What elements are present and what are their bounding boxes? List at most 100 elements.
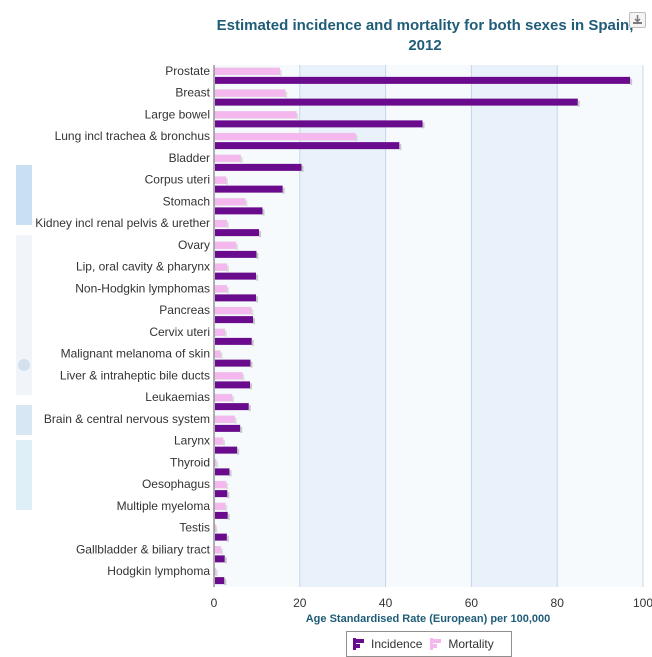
legend-label-incidence: Incidence <box>371 637 423 651</box>
bar-incidence[interactable] <box>215 403 249 411</box>
bar-incidence[interactable] <box>215 511 228 519</box>
bar-incidence[interactable] <box>215 229 260 237</box>
bar-mortality-shadow <box>226 287 229 294</box>
bar-incidence-shadow <box>301 165 304 172</box>
bar-mortality[interactable] <box>214 285 228 293</box>
bar-incidence-shadow <box>229 470 232 477</box>
category-label: Lung incl trachea & bronchus <box>55 129 210 143</box>
legend-item-mortality[interactable]: Mortality <box>430 637 494 651</box>
bar-incidence[interactable] <box>215 490 228 498</box>
bar-mortality-shadow <box>226 265 229 272</box>
bar-incidence[interactable] <box>215 533 227 541</box>
bar-mortality[interactable] <box>214 89 286 97</box>
bar-mortality-shadow <box>234 417 237 424</box>
category-label: Non-Hodgkin lymphomas <box>75 281 210 295</box>
bar-incidence-shadow <box>256 296 259 303</box>
bar-mortality[interactable] <box>214 132 356 141</box>
bar-incidence-shadow <box>227 492 230 499</box>
download-icon <box>633 15 642 24</box>
bar-mortality[interactable] <box>214 459 217 467</box>
bar-incidence[interactable] <box>215 316 254 324</box>
bar-incidence[interactable] <box>215 424 241 432</box>
plot-background <box>214 65 643 587</box>
bar-incidence-shadow <box>250 383 253 390</box>
category-label: Multiple myeloma <box>117 499 211 513</box>
incidence-swatch <box>353 638 367 650</box>
chart-title: Estimated incidence and mortality for bo… <box>216 17 634 54</box>
bar-mortality-shadow <box>225 504 228 511</box>
bar-mortality-shadow <box>226 222 229 229</box>
bar-incidence[interactable] <box>215 185 283 193</box>
category-label: Kidney incl renal pelvis & urether <box>35 216 210 230</box>
bar-incidence-shadow <box>240 426 243 433</box>
bar-incidence[interactable] <box>215 120 423 128</box>
bar-incidence[interactable] <box>215 142 400 150</box>
x-tick-label: 0 <box>211 596 218 610</box>
bar-mortality[interactable] <box>214 219 228 228</box>
bar-mortality[interactable] <box>214 328 225 337</box>
bar-mortality[interactable] <box>214 415 235 424</box>
bar-incidence[interactable] <box>215 555 225 563</box>
watermark-logo <box>16 165 32 510</box>
legend-item-incidence[interactable]: Incidence <box>353 637 422 651</box>
bar-incidence-shadow <box>248 405 251 412</box>
bar-incidence[interactable] <box>215 207 263 215</box>
x-tick-label: 80 <box>551 596 565 610</box>
category-label: Malignant melanoma of skin <box>61 347 210 361</box>
bar-incidence[interactable] <box>215 250 257 258</box>
bar-mortality[interactable] <box>214 67 280 76</box>
bar-mortality[interactable] <box>214 502 226 511</box>
category-label: Brain & central nervous system <box>44 412 210 426</box>
bar-mortality[interactable] <box>214 198 246 206</box>
bar-mortality[interactable] <box>214 154 241 163</box>
bar-mortality-shadow <box>285 91 288 98</box>
category-label: Gallbladder & biliary tract <box>76 542 211 556</box>
bar-mortality-shadow <box>220 352 223 359</box>
bar-mortality-shadow <box>224 330 227 337</box>
category-label: Corpus uteri <box>145 173 210 187</box>
bar-incidence[interactable] <box>215 98 578 106</box>
bar-mortality[interactable] <box>214 480 227 489</box>
bar-incidence[interactable] <box>215 446 238 454</box>
bar-mortality[interactable] <box>214 350 221 358</box>
bar-mortality[interactable] <box>214 437 224 445</box>
category-label: Large bowel <box>145 107 210 121</box>
export-menu-button[interactable] <box>629 12 646 28</box>
x-tick-label: 100 <box>633 596 652 610</box>
bar-mortality-shadow <box>279 69 282 76</box>
bar-mortality-shadow <box>216 461 219 468</box>
bar-incidence[interactable] <box>215 163 302 171</box>
bar-mortality-shadow <box>235 243 238 250</box>
bar-mortality[interactable] <box>214 241 237 250</box>
bar-incidence[interactable] <box>215 381 251 389</box>
bar-incidence[interactable] <box>215 294 257 302</box>
bar-incidence[interactable] <box>215 359 251 367</box>
bar-mortality[interactable] <box>214 372 243 380</box>
bar-incidence-shadow <box>282 187 285 194</box>
bar-mortality[interactable] <box>214 306 252 315</box>
plot-band <box>385 65 472 587</box>
bar-incidence[interactable] <box>215 272 257 280</box>
bar-mortality[interactable] <box>214 111 297 119</box>
plot-band <box>299 65 386 587</box>
bar-incidence[interactable] <box>215 577 225 585</box>
bar-incidence-shadow <box>253 318 256 325</box>
bar-mortality-shadow <box>355 135 358 142</box>
bar-mortality[interactable] <box>214 263 228 271</box>
category-label: Ovary <box>178 238 210 252</box>
bar-incidence[interactable] <box>215 337 252 345</box>
bar-mortality-shadow <box>296 113 299 120</box>
bar-mortality-shadow <box>215 526 218 533</box>
x-tick-label: 20 <box>293 596 307 610</box>
bar-mortality[interactable] <box>214 546 222 554</box>
x-tick-label: 60 <box>465 596 479 610</box>
bar-incidence-shadow <box>224 579 227 586</box>
bar-incidence[interactable] <box>215 76 631 84</box>
bars <box>214 67 633 586</box>
bar-incidence-shadow <box>577 100 580 107</box>
category-label: Leukaemias <box>145 390 210 404</box>
category-label: Pancreas <box>159 303 210 317</box>
bar-mortality[interactable] <box>214 393 233 402</box>
bar-mortality[interactable] <box>214 176 227 184</box>
bar-incidence[interactable] <box>215 468 230 476</box>
